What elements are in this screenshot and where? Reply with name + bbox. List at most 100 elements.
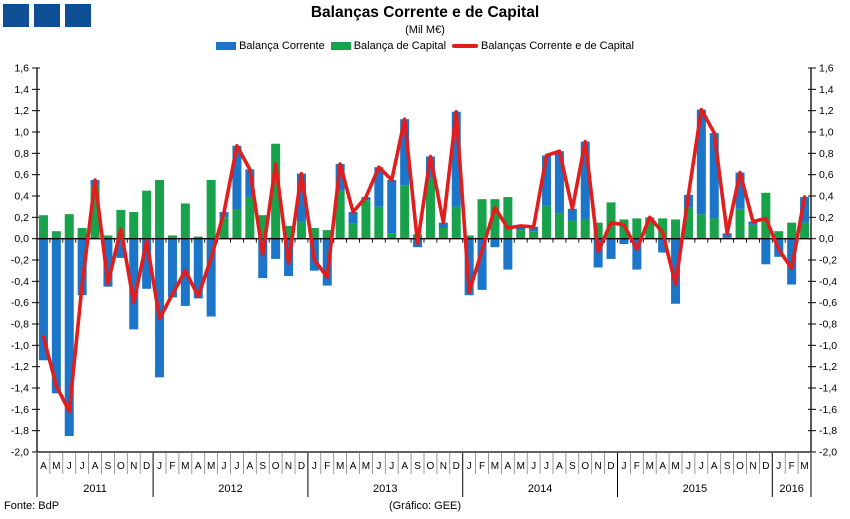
bar-balanca-capital xyxy=(593,222,603,239)
month-label: O xyxy=(272,461,280,472)
logo-square xyxy=(3,4,29,27)
month-label: N xyxy=(595,461,602,472)
y-axis-label-right: -1,8 xyxy=(819,425,837,437)
month-label: F xyxy=(634,461,640,472)
month-label: O xyxy=(117,461,125,472)
bar-balanca-corrente xyxy=(116,238,126,258)
bar-balanca-corrente xyxy=(142,238,152,289)
bar-balanca-corrente xyxy=(554,151,564,214)
month-label: A xyxy=(505,461,512,472)
y-axis-label-right: 1,2 xyxy=(819,105,834,117)
month-label: A xyxy=(350,461,357,472)
month-label: J xyxy=(312,461,317,472)
month-label: S xyxy=(259,461,266,472)
month-label: A xyxy=(247,461,254,472)
bar-balanca-capital xyxy=(232,209,242,239)
bar-balanca-corrente xyxy=(619,238,629,244)
legend-item-corrente: Balança Corrente xyxy=(216,40,325,52)
month-label: J xyxy=(776,461,781,472)
month-label: J xyxy=(157,461,162,472)
month-label: J xyxy=(686,461,691,472)
month-label: J xyxy=(234,461,239,472)
logo-square xyxy=(34,4,60,27)
bar-balanca-capital xyxy=(761,192,771,239)
bar-balanca-corrente xyxy=(64,238,74,436)
legend-label: Balança Corrente xyxy=(239,40,325,52)
y-axis-label-left: 1,6 xyxy=(14,63,29,75)
month-label: D xyxy=(762,461,769,472)
year-label: 2016 xyxy=(779,483,803,495)
legend-swatch-total-line xyxy=(452,44,479,48)
y-axis-label-right: -2,0 xyxy=(819,447,837,459)
bar-balanca-capital xyxy=(245,197,255,239)
bar-balanca-corrente xyxy=(490,238,500,248)
bar-balanca-capital xyxy=(90,185,100,239)
legend-swatch-corrente xyxy=(216,42,237,50)
month-label: J xyxy=(376,461,381,472)
y-axis-label-left: -0,8 xyxy=(11,319,29,331)
month-label: A xyxy=(195,461,202,472)
bar-balanca-corrente xyxy=(658,238,668,253)
bar-balanca-corrente xyxy=(696,109,706,215)
month-label: A xyxy=(92,461,99,472)
month-label: N xyxy=(130,461,137,472)
month-label: S xyxy=(569,461,576,472)
month-label: M xyxy=(336,461,344,472)
bar-balanca-corrente xyxy=(193,238,203,299)
month-label: D xyxy=(143,461,150,472)
bar-balanca-capital xyxy=(800,222,810,239)
bar-balanca-capital xyxy=(503,197,513,239)
bar-balanca-corrente xyxy=(374,167,384,207)
bar-balanca-corrente xyxy=(567,208,577,221)
month-label: M xyxy=(646,461,654,472)
month-label: J xyxy=(531,461,536,472)
bar-balanca-capital xyxy=(632,218,642,239)
bar-balanca-capital xyxy=(64,214,74,239)
month-label: M xyxy=(671,461,679,472)
bar-balanca-corrente xyxy=(516,225,526,231)
y-axis-label-right: -0,8 xyxy=(819,319,837,331)
bar-balanca-corrente xyxy=(348,212,358,224)
legend-label: Balança de Capital xyxy=(353,40,447,52)
month-label: O xyxy=(736,461,744,472)
month-label: M xyxy=(800,461,808,472)
bar-balanca-corrente xyxy=(800,197,810,223)
y-axis-label-right: -1,6 xyxy=(819,404,837,416)
bar-balanca-corrente xyxy=(271,238,281,259)
bar-balanca-capital xyxy=(735,208,745,239)
bar-balanca-capital xyxy=(451,206,461,239)
y-axis-label-left: -1,0 xyxy=(11,340,29,352)
month-label: M xyxy=(181,461,189,472)
bar-balanca-corrente xyxy=(245,169,255,198)
bar-balanca-corrente xyxy=(206,238,216,317)
bar-balanca-capital xyxy=(464,235,474,239)
y-axis-label-right: 1,6 xyxy=(819,63,834,75)
bar-balanca-capital xyxy=(77,228,87,239)
bar-balanca-capital xyxy=(438,228,448,239)
bar-balanca-corrente xyxy=(258,238,268,279)
month-label: J xyxy=(544,461,549,472)
bar-balanca-corrente xyxy=(580,141,590,220)
bar-balanca-corrente xyxy=(606,238,616,259)
logo-square xyxy=(65,4,91,27)
y-axis-label-left: -0,4 xyxy=(11,276,29,288)
month-label: J xyxy=(621,461,626,472)
bar-balanca-capital xyxy=(348,223,358,239)
y-axis-label-right: 0,2 xyxy=(819,212,834,224)
legend-label: Balanças Corrente e de Capital xyxy=(481,40,634,52)
year-label: 2012 xyxy=(218,483,242,495)
bar-balanca-capital xyxy=(709,218,719,239)
month-label: J xyxy=(699,461,704,472)
month-label: F xyxy=(169,461,175,472)
y-axis-label-right: -1,4 xyxy=(819,383,837,395)
y-axis-label-right: -0,6 xyxy=(819,297,837,309)
bar-balanca-capital xyxy=(103,235,113,239)
y-axis-label-right: -1,0 xyxy=(819,340,837,352)
y-axis-label-right: 1,4 xyxy=(819,84,834,96)
month-label: M xyxy=(52,461,60,472)
bar-balanca-capital xyxy=(516,230,526,239)
bar-balanca-corrente xyxy=(103,238,113,287)
bar-balanca-capital xyxy=(490,199,500,239)
legend-item-total: Balanças Corrente e de Capital xyxy=(452,40,634,52)
